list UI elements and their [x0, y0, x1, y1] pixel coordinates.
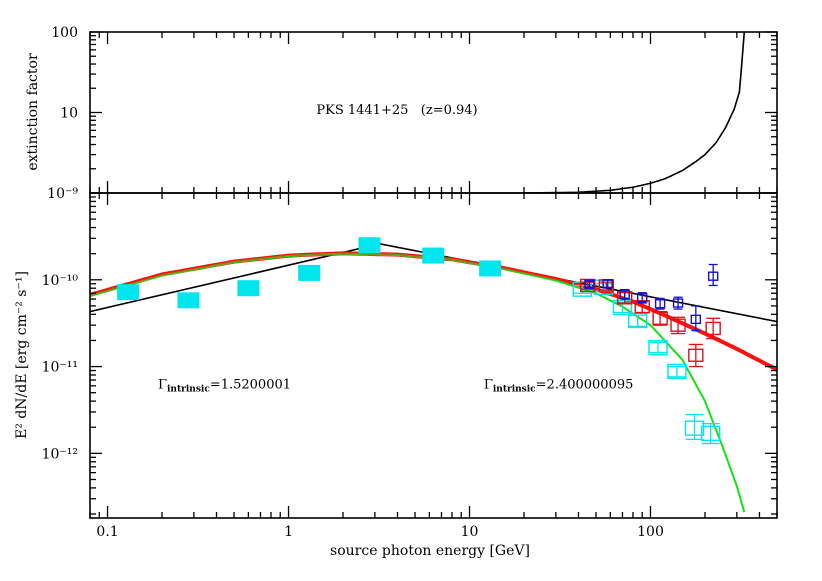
- bottom-y-axis-label: E² dN/dE [erg cm⁻² s⁻¹]: [14, 271, 30, 439]
- data-point: [580, 278, 596, 293]
- top-y-tick-label: 100: [51, 25, 78, 41]
- gamma-annotation: Γintrinsic=1.5200001: [158, 378, 291, 395]
- data-point: [654, 299, 666, 309]
- data-point: [690, 314, 702, 325]
- data-point: [707, 271, 719, 281]
- top-y-axis-label: extinction factor: [25, 53, 41, 171]
- data-point: [117, 284, 140, 301]
- data-point: [637, 293, 648, 303]
- gamma-value: =1.5200001: [210, 378, 291, 393]
- bottom-frame: [89, 192, 778, 519]
- data-point: [628, 312, 648, 329]
- gamma-symbol: Γ: [158, 378, 167, 393]
- top-curves: [523, 32, 746, 193]
- model-line-1: [90, 251, 777, 372]
- data-point: [667, 363, 687, 380]
- bottom-y-tick-label: 10⁻¹²: [42, 446, 78, 462]
- gamma-annotation: Γintrinsic=2.400000095: [484, 378, 634, 395]
- gamma-symbol: Γ: [484, 378, 493, 393]
- top-annotation: PKS 1441+25 (z=0.94): [316, 103, 477, 118]
- gamma-subscript: intrinsic: [167, 385, 210, 395]
- data-point: [652, 311, 668, 325]
- data-point: [619, 289, 630, 300]
- x-tick-label: 10: [461, 524, 479, 540]
- data-point: [602, 279, 613, 289]
- data-point: [700, 425, 721, 442]
- x-tick-label: 100: [637, 524, 664, 540]
- data-point: [358, 237, 381, 254]
- gamma-annotations: Γintrinsic=1.5200001 Γintrinsic=2.4000000…: [158, 378, 633, 395]
- data-point: [584, 279, 595, 289]
- data-point: [422, 247, 445, 264]
- top-ticks: 10⁻⁹ 10 100: [47, 25, 778, 202]
- data-point: [298, 264, 321, 281]
- series-0: [117, 237, 502, 309]
- series-2: [580, 278, 721, 368]
- data-point: [684, 420, 705, 436]
- data-point: [177, 292, 200, 309]
- top-y-tick-label: 10⁻⁹: [47, 186, 78, 202]
- x-axis-label: source photon energy [GeV]: [330, 543, 530, 559]
- top-panel: 10⁻⁹ 10 100 PKS 1441+25 (z=0.94) extinctio…: [25, 25, 778, 202]
- extinction-curve-0: [523, 32, 746, 193]
- top-y-tick-label: 10: [60, 106, 78, 122]
- data-point: [672, 298, 684, 308]
- data-point: [705, 321, 721, 336]
- x-tick-label: 0.1: [96, 524, 118, 540]
- gamma-value: =2.400000095: [536, 378, 634, 393]
- bottom-y-tick-label: 10⁻¹⁰: [42, 273, 79, 289]
- gamma-subscript: intrinsic: [493, 385, 536, 395]
- bottom-ticks: 10⁻¹⁰ 10⁻¹¹ 10⁻¹² 0.1 1 10 100: [42, 192, 778, 540]
- data-point: [479, 260, 502, 277]
- data-point: [670, 318, 686, 332]
- x-tick-label: 1: [284, 524, 293, 540]
- plot-frames: [89, 31, 778, 519]
- data-point: [237, 280, 260, 297]
- data-point: [648, 340, 668, 356]
- bottom-y-tick-label: 10⁻¹¹: [42, 360, 78, 376]
- data-point: [688, 348, 704, 362]
- data-point: [612, 299, 633, 316]
- series-3: [584, 263, 719, 332]
- data-points: [117, 237, 721, 445]
